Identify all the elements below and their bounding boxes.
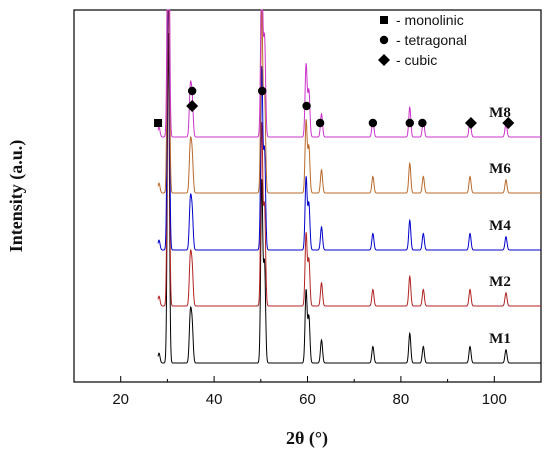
x-tick-label: 100 xyxy=(482,391,507,408)
phase-marker-diamond xyxy=(502,117,515,129)
legend-symbol-square xyxy=(380,16,388,24)
x-axis-title: 2θ (°) xyxy=(286,428,328,449)
phase-marker-diamond xyxy=(464,117,477,129)
legend-label-square: - monolinic xyxy=(396,12,464,28)
phase-marker-circle xyxy=(405,118,414,128)
legend-label-diamond: - cubic xyxy=(396,52,437,68)
phase-marker-circle xyxy=(368,118,378,128)
phase-marker-diamond xyxy=(186,100,199,112)
phase-marker-circle xyxy=(418,118,427,128)
trace-m2 xyxy=(157,9,541,307)
trace-m1 xyxy=(157,32,541,364)
x-tick-label: 80 xyxy=(393,391,410,408)
trace-m6 xyxy=(157,9,541,194)
x-tick-label: 20 xyxy=(112,391,129,408)
series-label-m4: M4 xyxy=(489,218,511,234)
traces xyxy=(157,9,541,364)
legend: - monolinic - tetragonal - cubic xyxy=(378,12,467,68)
phase-marker-square xyxy=(154,119,163,127)
phase-markers xyxy=(154,86,515,129)
phase-marker-circle xyxy=(258,86,267,96)
phase-marker-circle xyxy=(302,101,311,111)
series-label-m1: M1 xyxy=(489,331,511,347)
trace-m4 xyxy=(157,9,541,251)
legend-symbol-diamond xyxy=(378,54,390,66)
phase-marker-circle xyxy=(187,86,197,96)
trace-m8 xyxy=(157,9,541,138)
x-tick-label: 40 xyxy=(206,391,223,408)
series-labels: M1 M2 M4 M6 M8 xyxy=(489,105,511,347)
y-axis-title: Intensity (a.u.) xyxy=(6,140,27,253)
series-label-m6: M6 xyxy=(489,161,511,177)
x-tick-label: 60 xyxy=(299,391,316,408)
series-label-m2: M2 xyxy=(489,274,511,290)
legend-label-circle: - tetragonal xyxy=(396,32,467,48)
phase-marker-circle xyxy=(315,118,325,128)
x-axis-ticks: 20 40 60 80 100 xyxy=(73,376,542,408)
legend-symbol-circle xyxy=(379,35,389,45)
series-label-m8: M8 xyxy=(489,105,511,121)
